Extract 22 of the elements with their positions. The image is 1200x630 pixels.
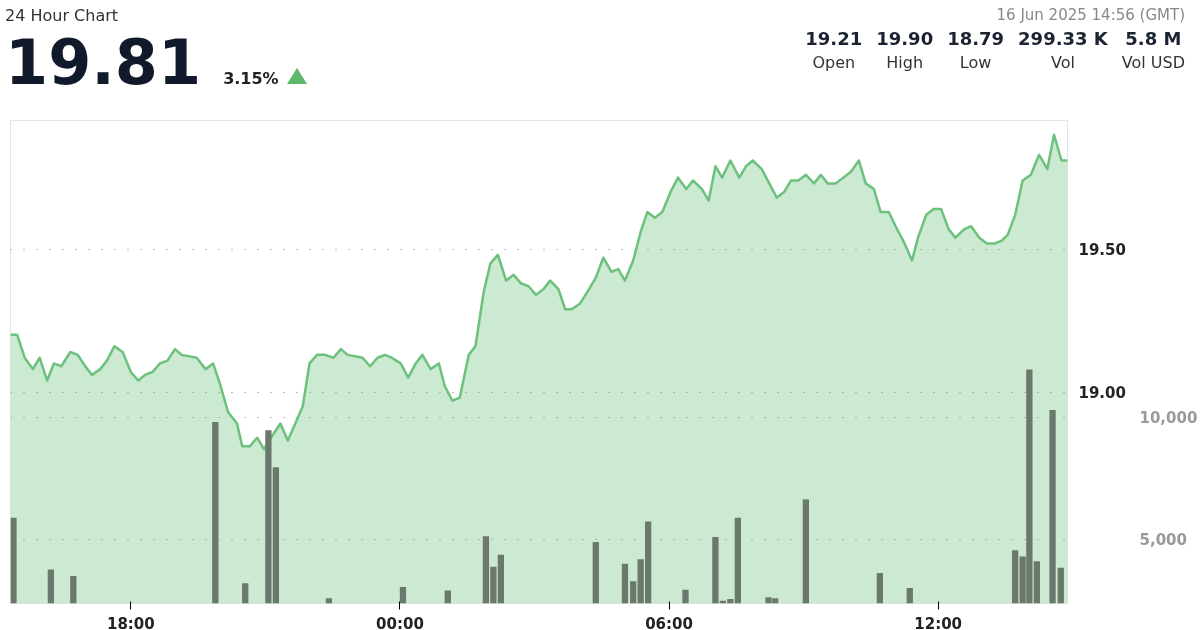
text: 299.33 K (1018, 27, 1108, 52)
x-tick-label: 12:00 (914, 614, 963, 630)
text: High (885, 52, 925, 75)
x-tick-label: 18:00 (106, 614, 155, 630)
text: Vol (1049, 52, 1076, 75)
y-tick-label: 19.00 (1078, 384, 1126, 403)
text: 19.81 (5, 25, 202, 99)
text: Low (958, 52, 993, 75)
text: 18.79 (947, 27, 1005, 52)
text: 16 Jun 2025 14:56 (GMT) (995, 5, 1185, 26)
text: 19.90 (876, 27, 934, 52)
chart-title: 24 Hour Chart (5, 6, 119, 25)
text: 19.21 (805, 27, 863, 52)
text: Vol USD (1121, 52, 1185, 75)
y-tick-label: 19.50 (1078, 241, 1126, 260)
y2-tick-label: 10,000 (1139, 409, 1198, 428)
x-tick-label: 00:00 (376, 614, 424, 630)
x-tick-label: 06:00 (645, 614, 693, 630)
text: Open (811, 52, 857, 75)
text: 3.15% (223, 68, 279, 88)
y2-tick-label: 5,000 (1139, 531, 1187, 550)
text: 5.8 M (1124, 27, 1183, 52)
